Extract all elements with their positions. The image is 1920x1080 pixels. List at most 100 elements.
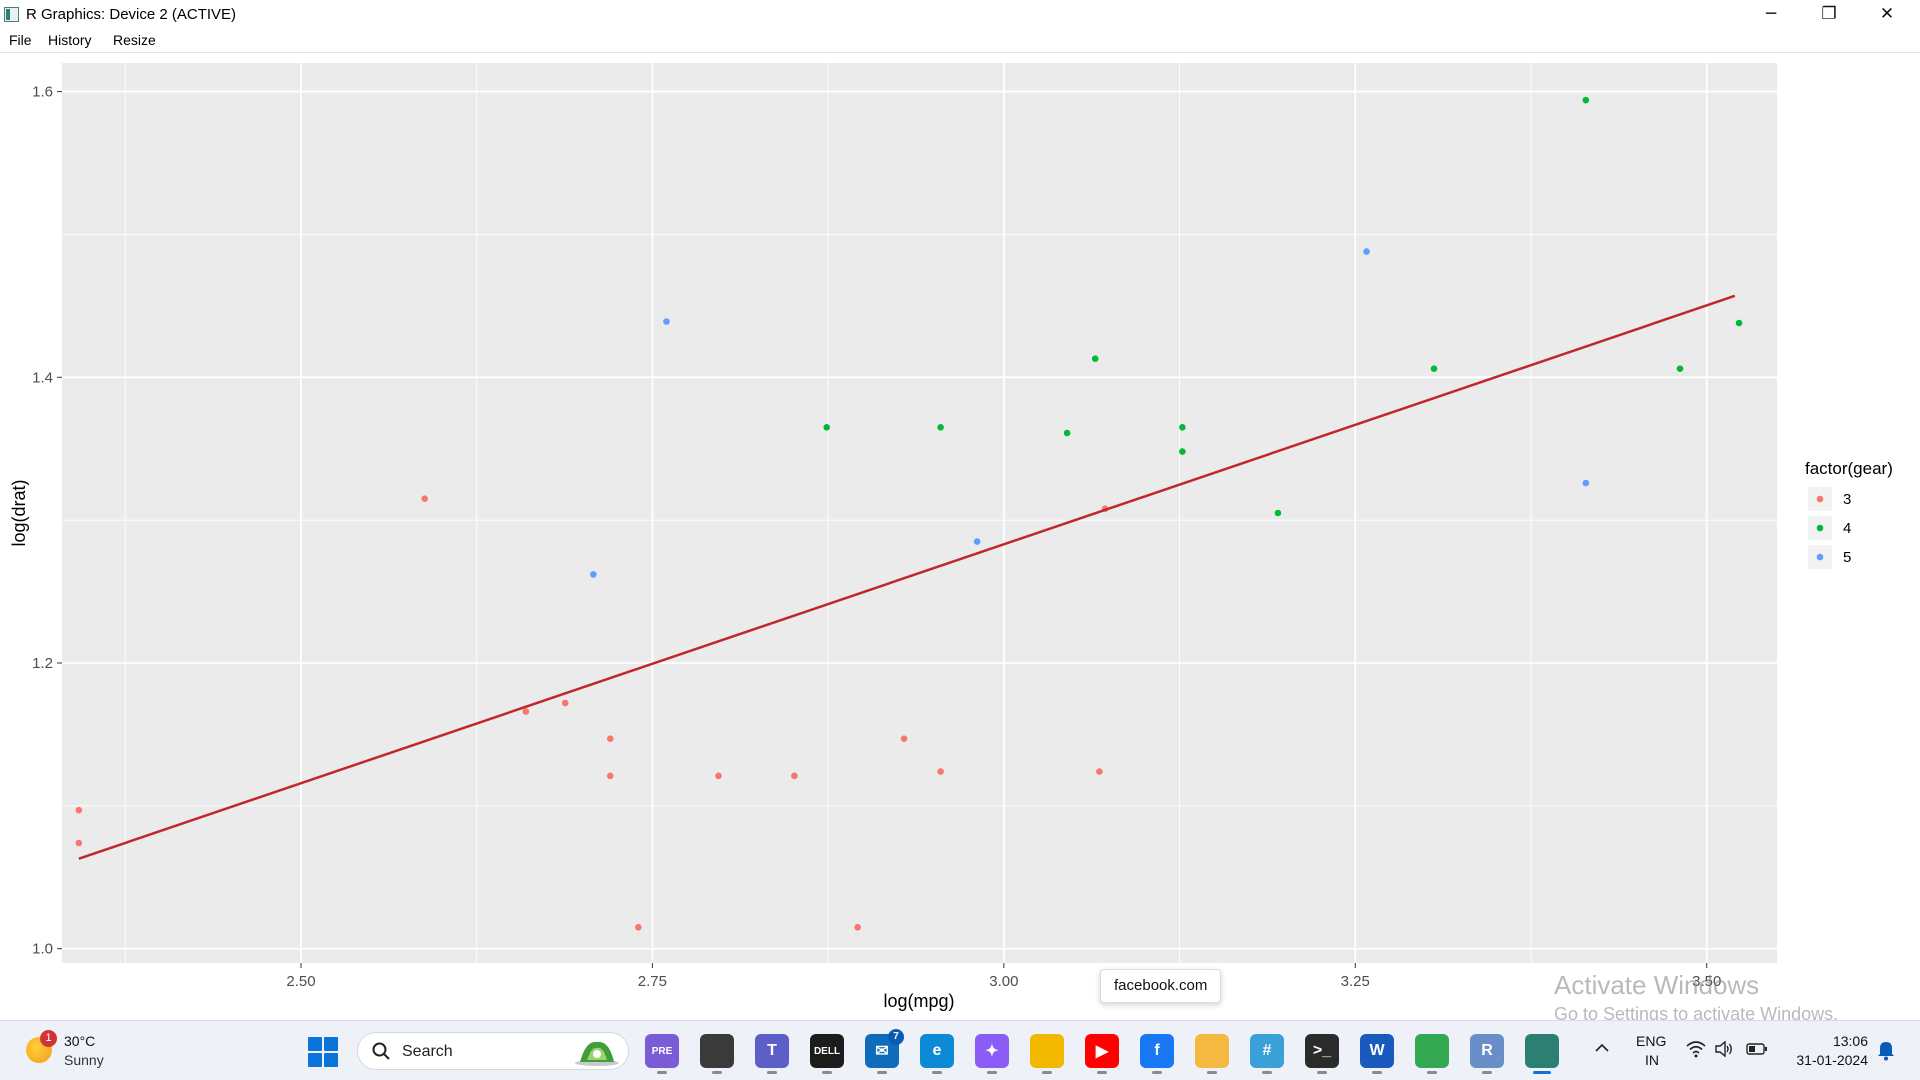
task-view-icon[interactable] [700,1034,734,1074]
restore-button[interactable]: ❐ [1821,4,1837,24]
weather-badge: 1 [40,1030,57,1047]
file-explorer-icon[interactable] [1030,1034,1064,1074]
r-graphics-icon[interactable] [1525,1034,1559,1074]
word-glyph: W [1369,1042,1385,1059]
data-points [75,96,1743,931]
terminal-icon[interactable]: >_ [1305,1034,1339,1074]
legend-key-4 [1816,524,1824,532]
legend-title: factor(gear) [1805,459,1893,478]
point-gear-4 [1582,96,1590,104]
input-language[interactable]: ENG [1636,1033,1667,1049]
taskbar-search[interactable]: Search [357,1032,629,1070]
legend-key-3 [1816,495,1824,503]
minor-gridlines [62,63,1777,963]
point-gear-3 [635,923,642,931]
mail-glyph: ✉ [875,1043,889,1060]
y-axis-ticks: 1.0 1.2 1.4 1.6 [32,84,62,958]
menu-file[interactable]: File [9,32,32,48]
wifi-icon[interactable] [1686,1040,1706,1058]
running-indicator [1427,1071,1437,1074]
point-gear-3 [791,772,798,780]
running-indicator [1372,1071,1382,1074]
clock-date[interactable]: 31-01-2024 [1796,1052,1868,1068]
x-tick-label: 2.75 [638,973,667,990]
legend-key-5 [1816,553,1824,561]
youtube-icon[interactable]: ▶ [1085,1034,1119,1074]
point-gear-5 [663,318,670,325]
close-button[interactable]: ✕ [1879,4,1895,24]
point-gear-3 [522,708,530,715]
x-tick-label: 3.50 [1692,973,1721,990]
point-gear-4 [937,423,944,431]
x-tick-label: 3.00 [989,973,1018,990]
point-gear-4 [1063,429,1071,437]
volume-icon[interactable] [1714,1040,1734,1058]
activation-watermark-title: Activate Windows [1554,970,1760,1000]
menu-history[interactable]: History [48,32,92,48]
copilot-glyph: ✦ [985,1043,999,1060]
dell-icon[interactable]: DELL [810,1034,844,1074]
point-gear-5 [1363,248,1370,255]
minimize-button[interactable]: ─ [1765,4,1777,24]
point-gear-3 [937,768,944,775]
input-region[interactable]: IN [1645,1052,1659,1068]
chevron-up-icon[interactable] [1594,1040,1610,1056]
notification-bell-icon[interactable] [1876,1039,1896,1061]
title-bar: R Graphics: Device 2 (ACTIVE) ─ ❐ ✕ [0,0,1920,28]
running-indicator [1042,1071,1052,1074]
clock-time[interactable]: 13:06 [1832,1033,1868,1049]
x-axis-ticks: 2.50 2.75 3.00 3.25 3.50 [286,963,1721,990]
snipping-tool-glyph: # [1262,1042,1272,1059]
weather-description[interactable]: Sunny [64,1052,104,1068]
point-gear-3 [854,923,861,931]
edge-glyph: e [932,1042,942,1059]
edge-icon[interactable]: e [920,1034,954,1074]
point-gear-3 [1096,768,1103,775]
y-axis-title: log(drat) [9,479,29,546]
y-tick-label: 1.4 [32,369,53,386]
facebook-icon[interactable]: f [1140,1034,1174,1074]
windows-logo-icon [308,1037,322,1051]
scatter-plot: 2.50 2.75 3.00 3.25 3.50 1.0 1.2 1.4 1.6 log(mp… [9,63,1893,1011]
point-gear-5 [973,538,981,545]
search-label: Search [402,1043,453,1060]
youtube-glyph: ▶ [1095,1043,1109,1060]
facebook-glyph: f [1154,1042,1160,1059]
point-gear-3 [715,772,722,780]
point-gear-4 [1735,319,1743,327]
pinned-app-icon[interactable] [1195,1034,1229,1074]
link-tooltip: facebook.com [1100,969,1222,1003]
running-indicator [822,1071,832,1074]
mail-icon[interactable]: ✉ 7 [865,1029,904,1074]
major-gridlines [62,63,1777,963]
copilot-icon[interactable]: ✦ [975,1034,1009,1074]
y-tick-label: 1.2 [32,655,53,672]
point-gear-3 [606,735,614,743]
menu-bar: File History Resize [0,28,1920,53]
legend-label-4: 4 [1843,520,1851,537]
teams-icon[interactable]: T [755,1034,789,1074]
copilot-pre-glyph: PRE [651,1045,673,1057]
menu-resize[interactable]: Resize [113,32,156,48]
point-gear-4 [1274,509,1282,517]
copilot-pre-icon[interactable]: PRE [645,1034,679,1074]
x-axis-title: log(mpg) [883,991,954,1011]
weather-temperature[interactable]: 30°C [64,1033,96,1049]
point-gear-4 [1179,423,1186,431]
snipping-tool-icon[interactable]: # [1250,1034,1284,1074]
teams-glyph: T [767,1042,777,1059]
r-app-icon[interactable]: R [1470,1034,1504,1074]
running-indicator [1533,1071,1551,1074]
running-indicator [767,1071,777,1074]
word-icon[interactable]: W [1360,1034,1394,1074]
battery-icon[interactable] [1746,1042,1768,1056]
legend: factor(gear) 3 4 5 [1805,459,1893,569]
point-gear-3 [561,699,569,707]
y-tick-label: 1.6 [32,84,53,101]
running-indicator [1482,1071,1492,1074]
point-gear-4 [1091,355,1099,363]
point-gear-3 [421,495,428,503]
chrome-icon[interactable] [1415,1034,1449,1074]
start-button[interactable] [308,1037,338,1067]
y-tick-label: 1.0 [32,941,53,958]
